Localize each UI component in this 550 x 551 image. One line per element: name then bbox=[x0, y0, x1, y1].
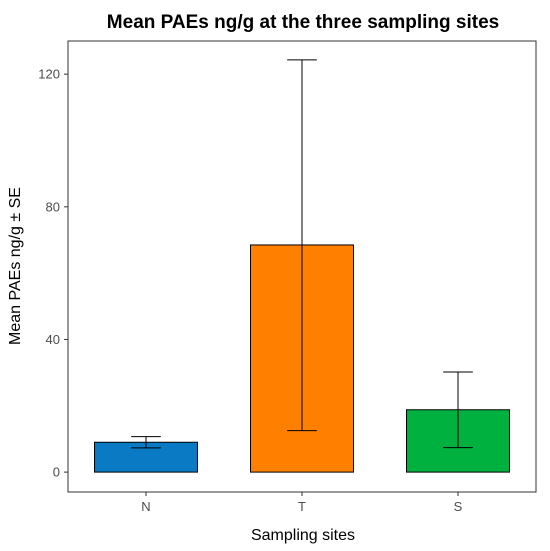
y-tick-label: 80 bbox=[46, 199, 60, 214]
x-tick-label: T bbox=[298, 499, 306, 514]
x-tick-label: S bbox=[454, 499, 463, 514]
error-bars-group bbox=[131, 59, 473, 449]
y-axis-label: Mean PAEs ng/g ± SE bbox=[7, 187, 24, 345]
y-axis: 0 40 80 120 bbox=[38, 67, 68, 480]
x-axis-label: Sampling sites bbox=[251, 527, 355, 544]
y-tick-label: 40 bbox=[46, 332, 60, 347]
y-tick-label: 0 bbox=[53, 465, 60, 480]
x-tick-label: N bbox=[141, 499, 150, 514]
y-tick-label: 120 bbox=[38, 67, 60, 82]
chart-title: Mean PAEs ng/g at the three sampling sit… bbox=[107, 12, 499, 33]
